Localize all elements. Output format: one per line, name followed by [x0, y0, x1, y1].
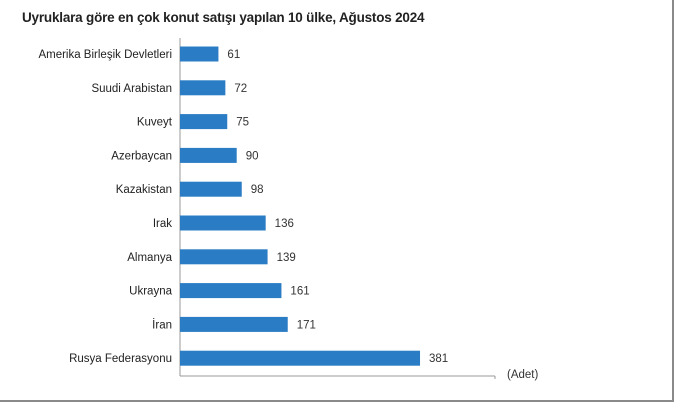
- category-label: Amerika Birleşik Devletleri: [38, 49, 172, 61]
- category-label: Almanya: [127, 252, 172, 264]
- category-label: İran: [152, 318, 172, 331]
- bar: [180, 147, 237, 163]
- category-label: Rusya Federasyonu: [69, 353, 172, 365]
- bar: [180, 46, 219, 62]
- category-label: Suudi Arabistan: [91, 83, 172, 95]
- data-label: 98: [251, 184, 264, 196]
- data-label: 75: [236, 117, 249, 129]
- bar: [180, 350, 421, 366]
- data-label: 161: [290, 286, 309, 298]
- data-label: 171: [297, 319, 316, 331]
- data-label: 139: [277, 252, 296, 264]
- bar: [180, 283, 282, 299]
- data-label: 61: [227, 49, 240, 61]
- data-label: 136: [275, 218, 294, 230]
- data-label: 72: [234, 83, 247, 95]
- bar: [180, 114, 228, 130]
- category-label: Kazakistan: [116, 184, 172, 196]
- category-label: Irak: [153, 218, 172, 230]
- bar: [180, 181, 242, 197]
- category-label: Ukrayna: [129, 286, 172, 298]
- category-label: Kuveyt: [137, 117, 173, 129]
- bar: [180, 316, 288, 332]
- bar: [180, 80, 226, 96]
- bar: [180, 215, 266, 231]
- unit-label: (Adet): [507, 369, 539, 381]
- data-label: 90: [246, 150, 259, 162]
- chart-title: Uyruklara göre en çok konut satışı yapıl…: [22, 10, 425, 25]
- data-label: 381: [429, 353, 448, 365]
- category-label: Azerbaycan: [111, 150, 172, 162]
- bar: [180, 249, 268, 265]
